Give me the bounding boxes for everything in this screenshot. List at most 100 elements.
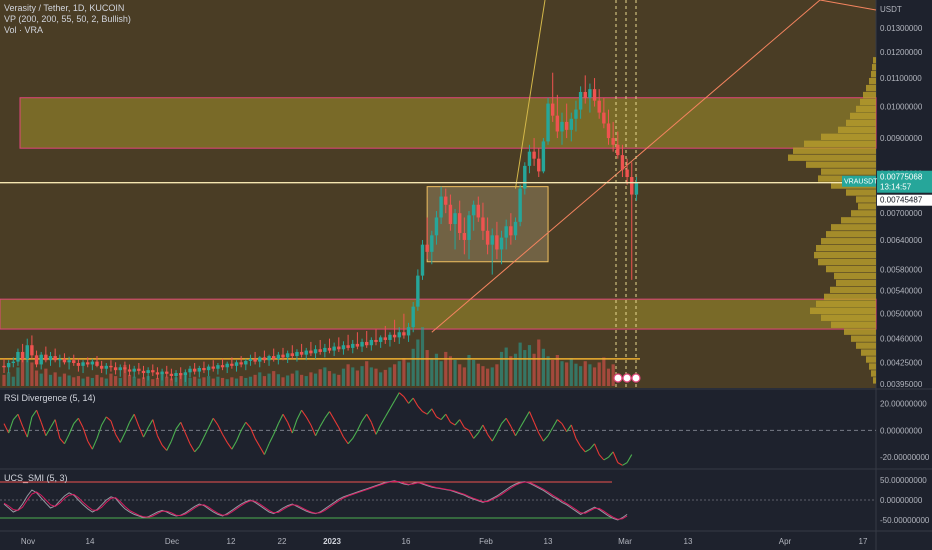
volume-profile-bar: [860, 98, 876, 106]
rsi-segment: [249, 427, 256, 439]
rsi-segment: [333, 419, 340, 428]
rsi-segment: [305, 416, 312, 426]
last-price-value: 0.00775068: [880, 173, 923, 182]
candle-body: [555, 115, 560, 132]
candle-body: [425, 244, 429, 252]
vp-indicator-label[interactable]: VP (200, 200, 55, 50, 2, Bullish): [4, 14, 131, 24]
volume-bar: [290, 373, 294, 386]
candle-body: [113, 367, 118, 371]
candle-body: [72, 360, 76, 364]
candle-body: [48, 356, 53, 361]
time-tick-label: 13: [544, 537, 553, 546]
volume-bar: [304, 376, 308, 386]
candle-body: [509, 226, 513, 236]
rsi-segment: [510, 426, 516, 436]
rsi-segment: [119, 432, 126, 443]
volume-profile-bar: [838, 126, 876, 134]
candle-body: [67, 360, 71, 363]
time-tick-label: 16: [402, 537, 411, 546]
rsi-segment: [505, 417, 512, 427]
volume-bar: [81, 378, 85, 386]
candle-body: [411, 306, 415, 328]
candle-body: [360, 341, 364, 347]
candle-body: [518, 188, 522, 222]
candle-body: [625, 169, 629, 178]
candle-body: [272, 356, 276, 359]
candle-body: [476, 204, 480, 218]
rsi-segment: [156, 435, 163, 446]
rsi-segment: [203, 427, 210, 438]
rsi-segment: [26, 416, 33, 438]
rsi-segment: [417, 405, 423, 412]
volume-bar: [313, 373, 318, 386]
candle-body: [225, 363, 229, 368]
rsi-segment: [477, 424, 484, 434]
volume-bar: [95, 374, 99, 386]
volume-profile-bar: [861, 349, 876, 356]
candle-body: [6, 363, 11, 368]
rsi-segment: [133, 414, 140, 427]
candle-body: [597, 100, 601, 113]
rsi-segment: [138, 426, 145, 438]
volume-bar: [86, 376, 90, 386]
volume-bar: [458, 364, 462, 386]
event-marker: [613, 373, 623, 383]
rsi-segment: [212, 417, 219, 426]
smi-indicator-label[interactable]: UCS_SMI (5, 3): [4, 473, 68, 483]
candle-body: [192, 368, 197, 372]
candle-body: [583, 91, 587, 98]
volume-bar: [72, 377, 76, 386]
rsi-segment: [454, 419, 461, 426]
rsi-segment: [589, 443, 595, 450]
rsi-segment: [73, 417, 79, 424]
rsi-indicator-label[interactable]: RSI Divergence (5, 14): [4, 393, 96, 403]
price-tick-label: 0.01100000: [880, 74, 922, 83]
rsi-segment: [361, 413, 368, 422]
volume-profile-bar: [846, 119, 876, 127]
candle-body: [206, 366, 211, 371]
volume-bar: [220, 377, 225, 386]
rsi-segment: [273, 423, 279, 435]
rsi-segment: [240, 422, 247, 431]
candle-body: [490, 235, 494, 245]
rsi-segment: [91, 438, 98, 450]
candle-body: [299, 351, 304, 355]
volume-bar: [411, 348, 415, 386]
rsi-segment: [487, 434, 493, 442]
rsi-segment: [40, 422, 47, 436]
volume-bar: [248, 376, 253, 386]
volume-bar: [532, 353, 536, 386]
candle-body: [81, 362, 85, 366]
rsi-segment: [528, 411, 535, 423]
rsi-segment: [115, 434, 121, 443]
candle-body: [523, 165, 527, 189]
volume-profile-bar: [844, 328, 876, 335]
volume-bar: [402, 358, 406, 386]
volume-bar: [365, 361, 369, 386]
volume-bar: [146, 376, 150, 386]
volume-profile-bar: [821, 314, 876, 321]
volume-profile-bar: [788, 154, 876, 161]
volume-indicator-label[interactable]: Vol · VRA: [4, 25, 44, 35]
candle-body: [406, 327, 411, 336]
candle-body: [179, 373, 183, 376]
volume-bar: [448, 356, 452, 386]
symbol-title[interactable]: Verasity / Tether, 1D, KUCOIN: [4, 3, 125, 13]
candle-body: [183, 372, 188, 376]
candle-body: [388, 334, 392, 340]
rsi-segment: [342, 436, 349, 445]
smi-signal-line: [3, 480, 628, 520]
candle-body: [606, 123, 611, 139]
volume-bar: [499, 351, 504, 386]
volume-bar: [239, 376, 243, 386]
candle-body: [253, 358, 257, 362]
time-tick-label: 13: [684, 537, 693, 546]
volume-bar: [574, 363, 578, 386]
volume-profile-bar: [836, 279, 876, 287]
rsi-segment: [464, 427, 470, 431]
volume-profile-bar: [831, 321, 876, 328]
volume-bar: [48, 374, 53, 386]
volume-profile-bar: [806, 161, 876, 168]
volume-bar: [309, 372, 313, 386]
candle-body: [616, 144, 620, 156]
